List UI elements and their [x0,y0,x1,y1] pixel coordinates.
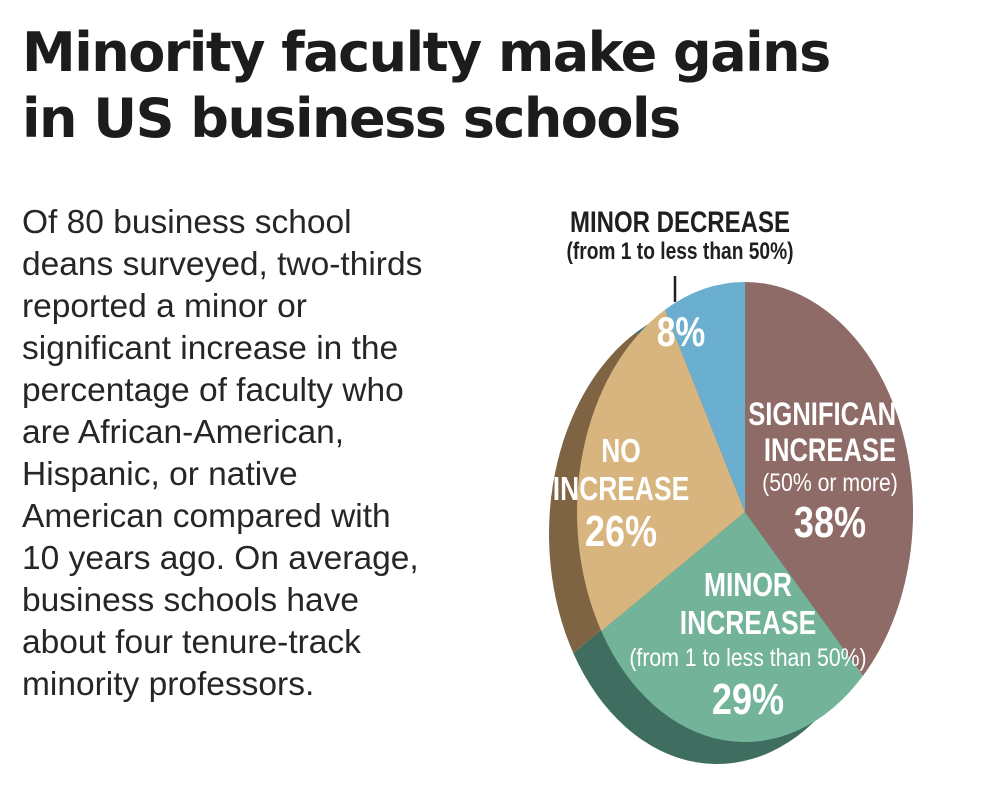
slice-sublabel: (from 1 to less than 50%) [629,643,866,671]
slice-value: 8% [657,310,706,356]
body-line: business schools have [22,582,360,619]
pie-slices [577,282,914,743]
headline: Minority faculty make gains in US busine… [22,20,831,152]
slice-label: INCREASE [553,471,689,507]
slice-label: MINOR [704,567,792,603]
body-line: 10 years ago. On average, [22,540,419,577]
body-text: Of 80 business school deans surveyed, tw… [22,202,492,706]
slice-sublabel: (50% or more) [762,468,898,496]
pie-chart: SIGNIFICANT INCREASE (50% or more) 38% MINOR… [490,195,990,795]
slice-label: NO [601,433,641,469]
headline-line: in US business schools [22,87,681,150]
body-line: about four tenure-track [22,624,361,661]
slice-sublabel: (from 1 to less than 50%) [566,237,793,265]
body-line: Of 80 business school [22,204,352,241]
pie-slice-minor_inc [601,512,863,743]
slice-label: MINOR DECREASE [570,204,790,238]
slice-label: INCREASE [764,433,896,468]
headline-line: Minority faculty make gains [22,21,831,84]
body-line: are African-American, [22,414,345,451]
body-line: significant increase in the [22,330,399,367]
slice-value: 29% [712,675,784,724]
slice-value: 38% [794,498,866,547]
body-line: minority professors. [22,666,315,703]
body-line: Hispanic, or native [22,456,298,493]
pie-slice-minor_dec [664,282,745,512]
pie-slice-no_inc [577,309,745,632]
body-line: deans surveyed, two-thirds [22,246,423,283]
slice-label: SIGNIFICANT [748,397,912,432]
slice-label: INCREASE [680,605,816,641]
body-line: American compared with [22,498,391,535]
slice-value: 26% [585,507,657,556]
body-line: reported a minor or [22,288,307,325]
body-line: percentage of faculty who [22,372,404,409]
pie-slice-significant [745,282,914,676]
